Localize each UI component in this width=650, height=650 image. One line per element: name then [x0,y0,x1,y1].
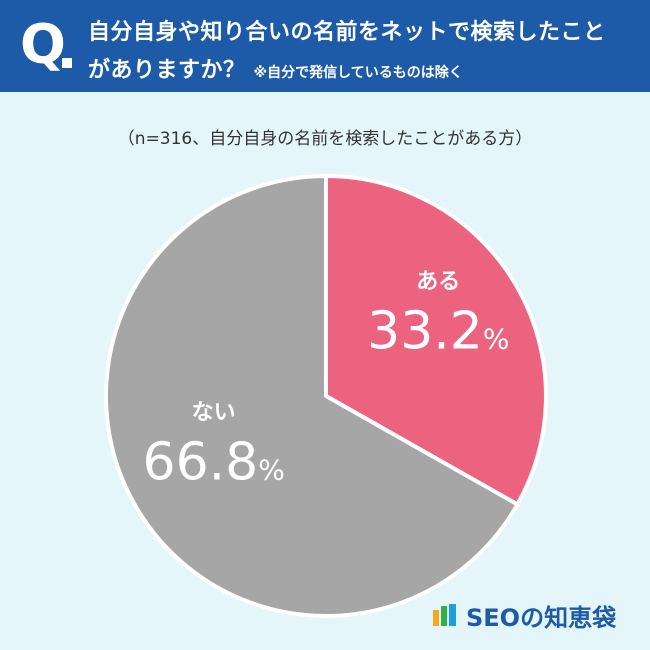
question-header: Q 自分自身や知り合いの名前をネットで検索したこと がありますか？ ※自分で発信し… [0,0,650,92]
sample-note: （n=316、自分自身の名前を検索したことがある方） [117,129,533,149]
logo-book-1 [441,606,447,626]
brand-name: SEOの知恵袋 [466,603,617,632]
pie-slice-value-1: 66.8% [142,432,284,492]
question-line-2: がありますか？ ※自分で発信しているものは除く [88,52,463,84]
pie-slice-value-unit-1: % [258,453,285,486]
pie-slice-value-number-0: 33.2 [367,302,483,362]
question-line-1: 自分自身や知り合いの名前をネットで検索したこと [88,20,606,45]
pie-slice-value-number-1: 66.8 [142,432,258,492]
question-line-2-text: がありますか？ [88,58,246,83]
brand-logo: SEOの知恵袋 [432,598,616,632]
stacked-books-icon [433,604,456,626]
q-dot [62,58,72,68]
question-note: ※自分で発信しているものは除く [253,65,463,81]
pie-slice-0 [324,174,548,507]
q-mark: Q [20,13,66,76]
pie-slice-label-0: ある [416,270,460,295]
pie-slice-1 [104,174,520,618]
logo-book-0 [433,610,439,626]
logo-book-2 [449,604,456,626]
pie-slice-value-unit-0: % [483,323,510,356]
pie-slice-label-1: ない [192,400,236,425]
pie-slice-value-0: 33.2% [367,302,509,362]
